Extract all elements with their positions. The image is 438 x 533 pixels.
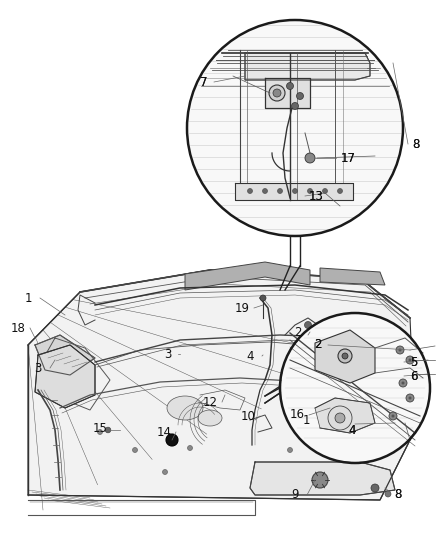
Text: 19: 19	[234, 302, 250, 314]
Text: 9: 9	[291, 489, 299, 502]
Circle shape	[328, 406, 352, 430]
Circle shape	[304, 321, 311, 328]
Circle shape	[281, 314, 429, 462]
Circle shape	[166, 434, 178, 446]
Circle shape	[278, 189, 283, 193]
Circle shape	[406, 394, 414, 402]
Text: 2: 2	[314, 338, 322, 351]
Circle shape	[305, 153, 315, 163]
Text: 5: 5	[410, 356, 418, 368]
Circle shape	[389, 412, 397, 420]
Circle shape	[187, 446, 192, 450]
Circle shape	[262, 189, 268, 193]
Polygon shape	[315, 330, 375, 383]
Text: 8: 8	[412, 138, 420, 150]
Polygon shape	[345, 338, 400, 380]
Circle shape	[342, 353, 348, 359]
Polygon shape	[28, 270, 415, 500]
Text: 1: 1	[24, 292, 32, 304]
Circle shape	[396, 346, 404, 354]
Circle shape	[105, 427, 111, 433]
Text: 18: 18	[11, 321, 25, 335]
Circle shape	[409, 397, 411, 400]
Text: 14: 14	[156, 425, 172, 439]
Circle shape	[312, 472, 328, 488]
Polygon shape	[265, 78, 310, 108]
Circle shape	[328, 449, 332, 455]
Text: 12: 12	[202, 395, 218, 408]
Circle shape	[273, 89, 281, 97]
Circle shape	[260, 295, 266, 301]
Circle shape	[269, 85, 285, 101]
Circle shape	[371, 484, 379, 492]
Text: 8: 8	[394, 489, 402, 502]
Polygon shape	[35, 335, 95, 375]
Text: 5: 5	[410, 356, 418, 368]
Circle shape	[402, 382, 405, 384]
Circle shape	[188, 21, 402, 235]
Text: 3: 3	[34, 361, 42, 375]
Circle shape	[297, 93, 304, 100]
Text: 4: 4	[348, 424, 356, 437]
Circle shape	[385, 491, 391, 497]
Circle shape	[392, 415, 395, 417]
Circle shape	[335, 413, 345, 423]
Circle shape	[286, 83, 293, 90]
Circle shape	[293, 189, 297, 193]
Text: 1: 1	[302, 414, 310, 426]
Text: 8: 8	[394, 489, 402, 502]
Circle shape	[98, 430, 102, 434]
Circle shape	[409, 359, 411, 361]
Circle shape	[338, 189, 343, 193]
Text: 17: 17	[340, 151, 356, 165]
Polygon shape	[320, 268, 385, 285]
Text: 10: 10	[240, 409, 255, 423]
Circle shape	[133, 448, 138, 453]
Circle shape	[247, 189, 252, 193]
Text: 17: 17	[340, 151, 356, 165]
Circle shape	[406, 356, 414, 364]
Text: 6: 6	[410, 369, 418, 383]
Text: 6: 6	[410, 369, 418, 383]
Polygon shape	[245, 53, 370, 80]
Text: 7: 7	[200, 76, 208, 88]
Text: 3: 3	[164, 348, 172, 360]
Text: 8: 8	[412, 138, 420, 150]
Text: 2: 2	[294, 326, 302, 338]
Circle shape	[292, 102, 299, 109]
Text: 16: 16	[290, 408, 304, 422]
Circle shape	[307, 189, 312, 193]
Circle shape	[287, 448, 293, 453]
Text: 2: 2	[314, 338, 322, 351]
Polygon shape	[235, 183, 353, 200]
Text: 4: 4	[348, 424, 356, 437]
Circle shape	[399, 349, 402, 351]
Text: 4: 4	[246, 350, 254, 362]
Polygon shape	[315, 398, 375, 433]
Polygon shape	[35, 345, 95, 408]
Text: 13: 13	[308, 190, 323, 203]
Circle shape	[338, 349, 352, 363]
Circle shape	[162, 470, 167, 474]
Text: 15: 15	[92, 422, 107, 434]
Circle shape	[322, 189, 328, 193]
Polygon shape	[185, 262, 310, 290]
Text: 7: 7	[200, 76, 208, 88]
Polygon shape	[250, 462, 395, 495]
Ellipse shape	[167, 396, 203, 420]
Ellipse shape	[198, 410, 222, 426]
Text: 13: 13	[308, 190, 323, 203]
Circle shape	[399, 379, 407, 387]
